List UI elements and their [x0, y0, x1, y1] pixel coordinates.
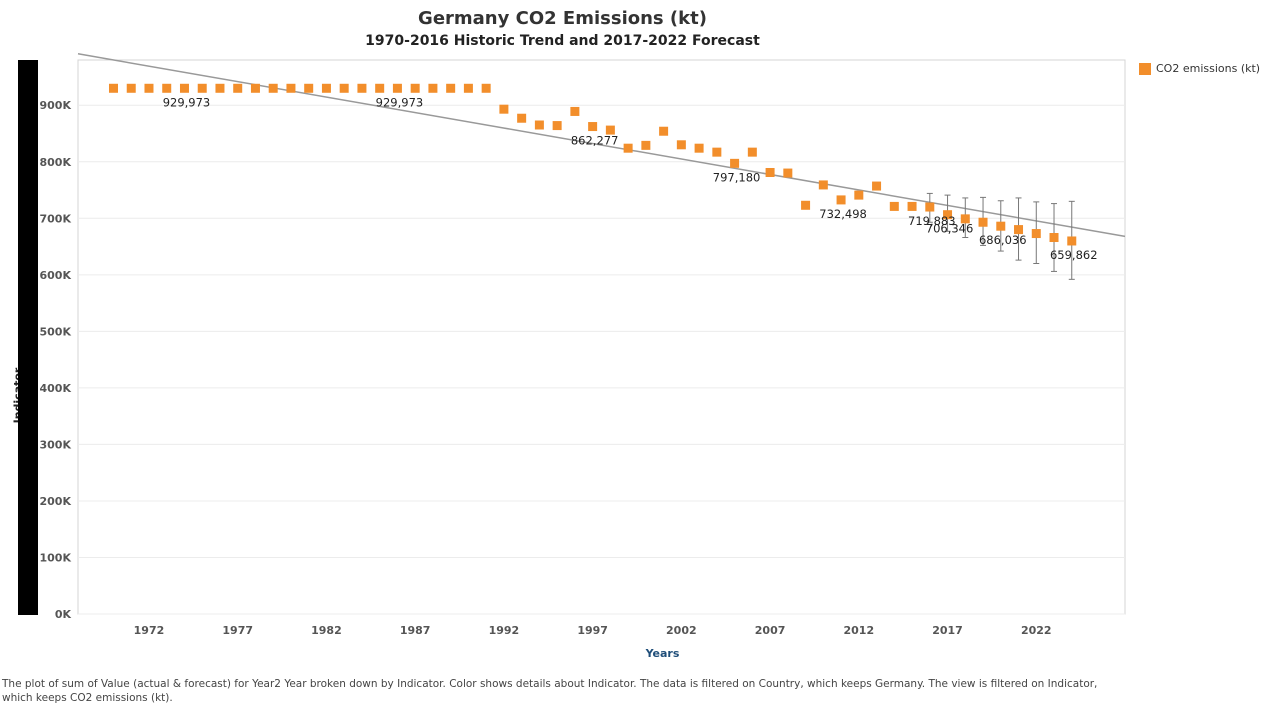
data-point [481, 83, 491, 93]
data-point [410, 83, 420, 93]
data-label: 929,973 [163, 95, 211, 109]
data-point [357, 83, 367, 93]
y-tick-label: 700K [40, 212, 72, 225]
data-point [321, 83, 331, 93]
y-tick-label: 500K [40, 325, 72, 338]
data-point [446, 83, 456, 93]
data-point [1014, 225, 1024, 235]
data-point [943, 210, 953, 220]
data-point [978, 217, 988, 227]
data-point [144, 83, 154, 93]
x-tick-label: 1987 [400, 624, 431, 637]
data-point [889, 201, 899, 211]
data-point [286, 83, 296, 93]
data-label: 719,883 [908, 214, 956, 228]
data-label: 862,277 [571, 134, 619, 148]
y-tick-label: 200K [40, 495, 72, 508]
legend-swatch [1139, 62, 1151, 75]
data-point [250, 83, 260, 93]
data-point [108, 83, 118, 93]
y-tick-label: 600K [40, 269, 72, 282]
data-point [534, 120, 544, 130]
x-tick-label: 1982 [311, 624, 342, 637]
data-label: 929,973 [376, 95, 424, 109]
data-point [907, 201, 917, 211]
x-tick-label: 2012 [844, 624, 875, 637]
data-label: 659,862 [1050, 248, 1098, 262]
data-point [428, 83, 438, 93]
data-point [801, 200, 811, 210]
data-point [215, 83, 225, 93]
data-point [623, 143, 633, 153]
data-point [268, 83, 278, 93]
x-tick-label: 2007 [755, 624, 786, 637]
legend[interactable]: CO2 emissions (kt) [1139, 62, 1260, 75]
data-point [499, 104, 509, 114]
plot-area [77, 59, 1126, 615]
data-point [339, 83, 349, 93]
data-point [197, 83, 207, 93]
x-tick-label: 2002 [666, 624, 697, 637]
data-point [463, 83, 473, 93]
x-tick-label: 2017 [932, 624, 963, 637]
data-point [517, 113, 527, 123]
data-point [605, 125, 615, 135]
data-point [375, 83, 385, 93]
data-point [659, 126, 669, 136]
data-point [854, 190, 864, 200]
data-point [765, 167, 775, 177]
x-axis-title: Years [645, 647, 680, 660]
data-point [570, 106, 580, 116]
data-point [730, 158, 740, 168]
data-label: 732,498 [819, 207, 867, 221]
data-point [818, 180, 828, 190]
data-point [588, 122, 598, 132]
data-point [747, 147, 757, 157]
legend-label: CO2 emissions (kt) [1156, 62, 1261, 75]
data-point [126, 83, 136, 93]
y-tick-label: 800K [40, 156, 72, 169]
y-tick-label: 300K [40, 438, 72, 451]
row-header-co2: CO2 emissions (kt) [18, 60, 63, 615]
y-tick-label: 900K [40, 99, 72, 112]
data-point [676, 140, 686, 150]
data-label: 706,346 [926, 222, 974, 236]
x-tick-label: 2022 [1021, 624, 1052, 637]
data-point [552, 121, 562, 131]
y-tick-label: 400K [40, 382, 72, 395]
data-point [1031, 229, 1041, 239]
data-label: 797,180 [713, 170, 761, 184]
x-tick-label: 1972 [134, 624, 165, 637]
caption: The plot of sum of Value (actual & forec… [2, 678, 1098, 704]
data-point [233, 83, 243, 93]
data-point [179, 83, 189, 93]
data-point [712, 147, 722, 157]
data-point [641, 140, 651, 150]
data-label: 686,036 [979, 233, 1027, 247]
x-tick-label: 1992 [489, 624, 520, 637]
data-point [836, 195, 846, 205]
data-point [392, 83, 402, 93]
data-point [872, 181, 882, 191]
data-point [996, 221, 1006, 231]
y-tick-label: 0K [55, 608, 72, 621]
chart-subtitle: 1970-2016 Historic Trend and 2017-2022 F… [365, 33, 760, 49]
x-tick-label: 1997 [577, 624, 608, 637]
x-tick-label: 1977 [222, 624, 253, 637]
data-point [925, 202, 935, 212]
chart-title: Germany CO2 Emissions (kt) [418, 8, 707, 29]
data-point [1067, 236, 1077, 246]
data-point [694, 143, 704, 153]
data-point [1049, 233, 1059, 243]
y-tick-label: 100K [40, 551, 72, 564]
data-point [304, 83, 314, 93]
data-point [162, 83, 172, 93]
data-point [783, 168, 793, 178]
data-point [960, 214, 970, 224]
